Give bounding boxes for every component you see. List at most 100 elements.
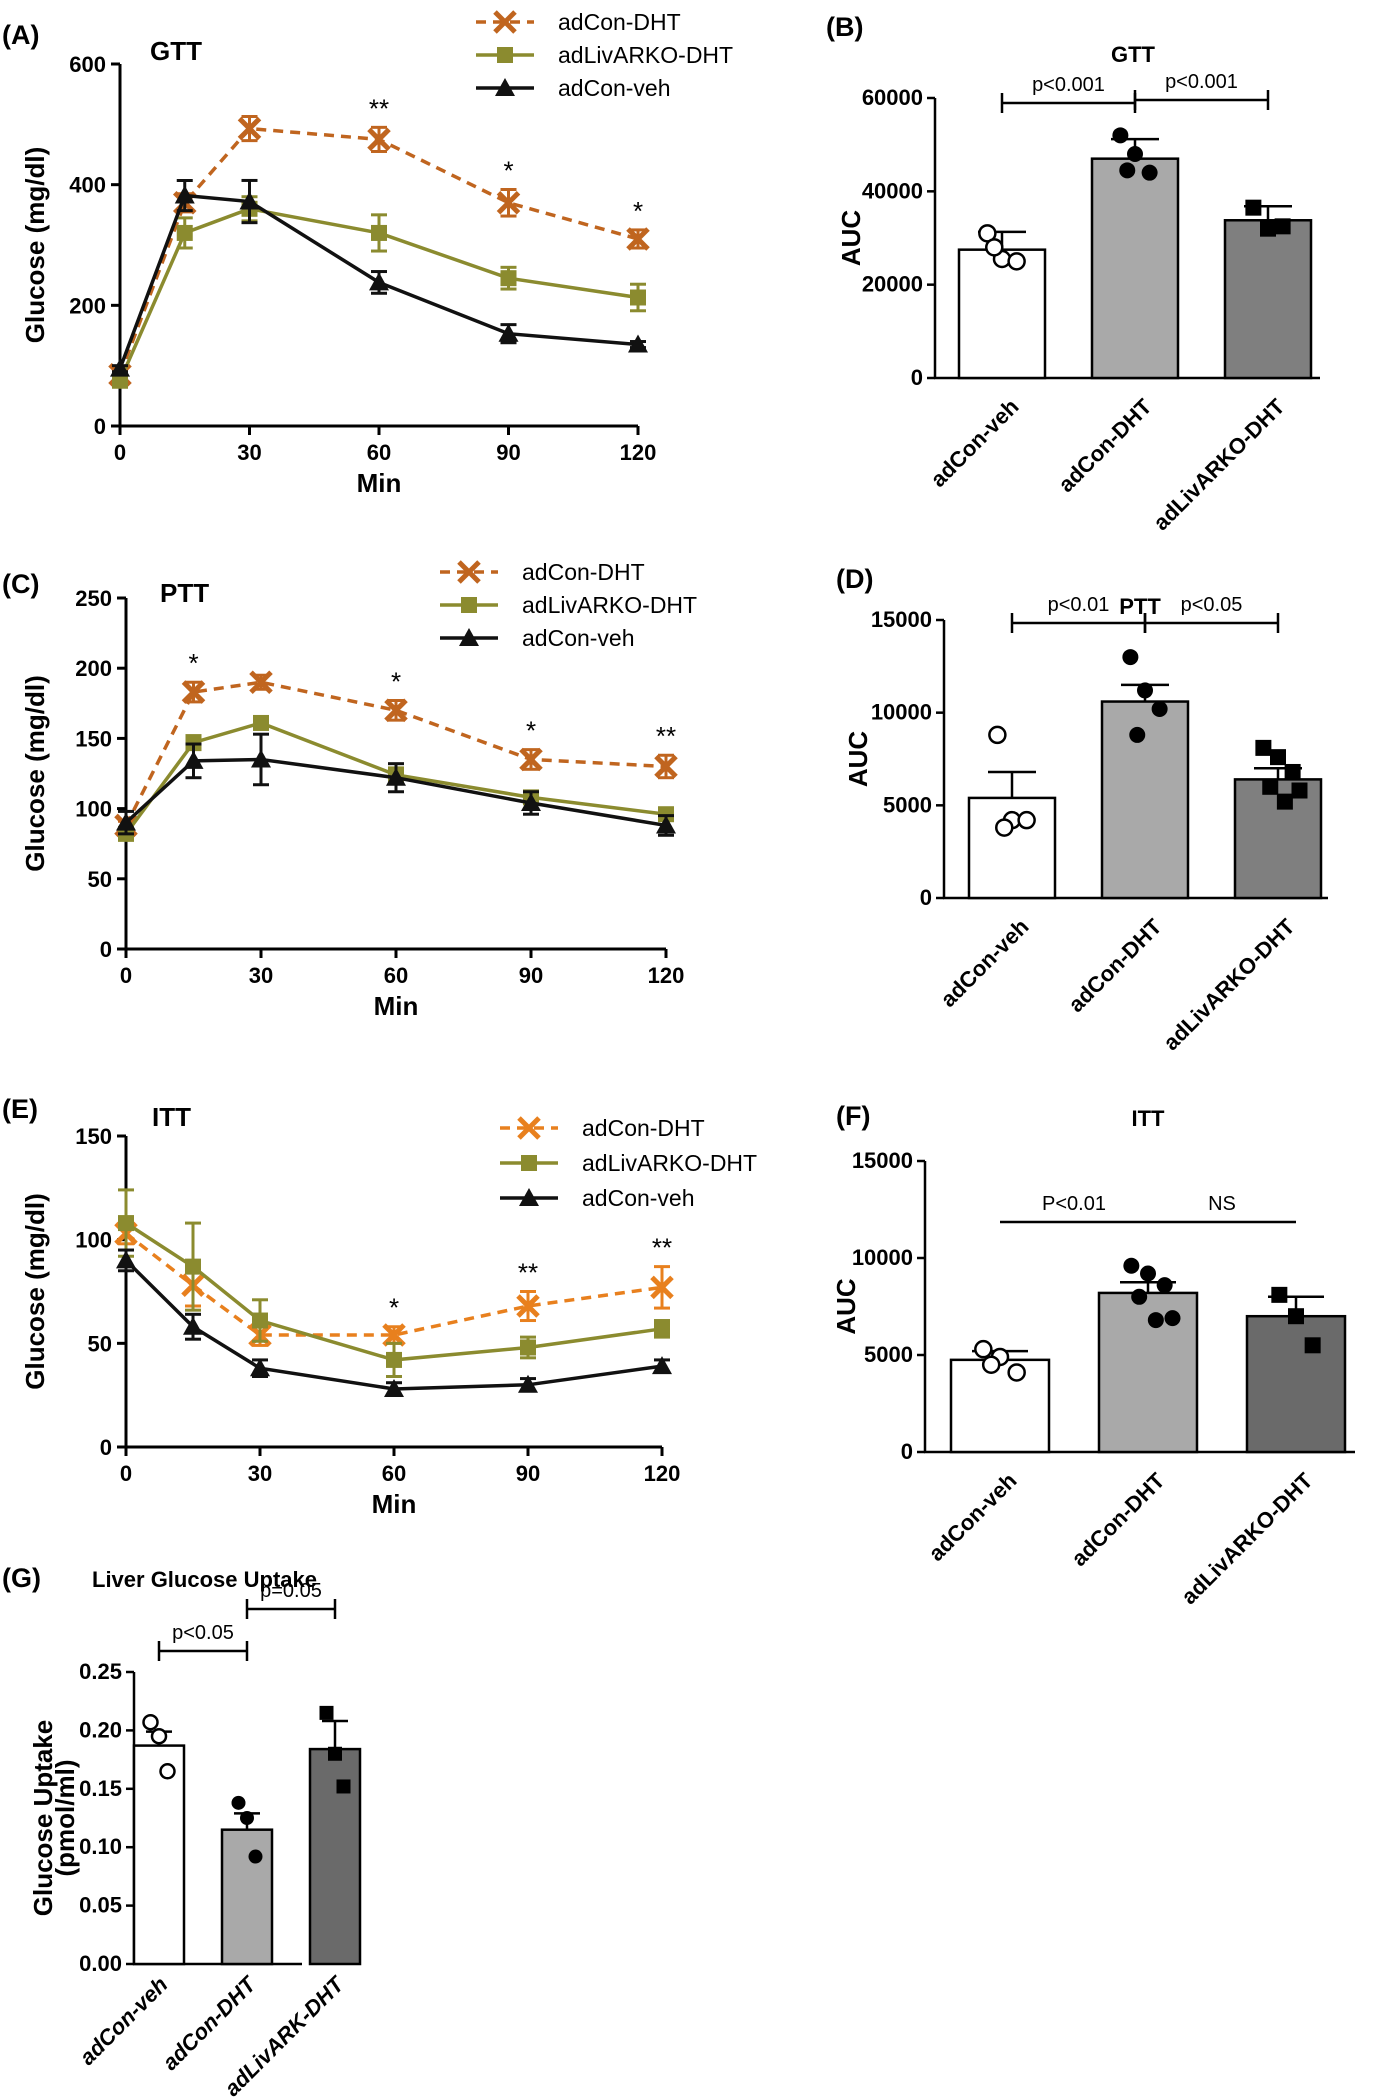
x-tick-label: 120 (620, 440, 657, 465)
data-point (1151, 700, 1168, 717)
x-category-label: adCon-veh (74, 1972, 172, 2070)
x-tick-label: 30 (237, 440, 261, 465)
y-tick-label: 50 (88, 1331, 112, 1356)
x-tick-label: 90 (516, 1461, 540, 1486)
data-point (1245, 199, 1262, 216)
data-point (1164, 1310, 1181, 1327)
x-tick-label: 30 (249, 963, 273, 988)
comparison-label: P<0.01 (1042, 1193, 1106, 1215)
data-point-adCon-veh (250, 1358, 270, 1377)
y-axis-label: AUC (836, 210, 866, 267)
bar-adCon-veh (132, 1744, 186, 1966)
y-tick-label: 0 (901, 1439, 913, 1464)
y-tick-label: 0.25 (79, 1659, 122, 1684)
bar-adLivARK-DHT (308, 1747, 362, 1966)
significance-marker: * (526, 716, 536, 746)
y-axis-label: AUC (843, 731, 873, 788)
x-category-label: adLivARKO-DHT (1176, 1467, 1318, 1609)
series-line-adCon-DHT (124, 680, 667, 827)
x-category-label: adCon-veh (935, 914, 1033, 1012)
x-axis-label: Min (374, 991, 419, 1021)
panel-label: (C) (2, 569, 39, 599)
chart-title: ITT (1132, 1106, 1166, 1131)
bar-adCon-veh (957, 248, 1047, 380)
data-point (1156, 1277, 1173, 1294)
chart-title: ITT (152, 1102, 191, 1132)
bar-adLivARKO-DHT (1245, 1314, 1347, 1454)
chart-title: GTT (150, 36, 202, 66)
data-point (1270, 749, 1286, 766)
data-point (1123, 1257, 1140, 1274)
legend-marker (517, 1116, 541, 1140)
chart-title: GTT (1111, 42, 1156, 67)
series-line-adLivARKO-DHT (125, 1221, 663, 1362)
significance-marker: ** (652, 1233, 672, 1263)
x-tick-label: 120 (648, 963, 685, 988)
data-point-adLivARKO-DHT (386, 1351, 402, 1368)
comparison-label: NS (1208, 1193, 1236, 1215)
data-point-adCon-DHT (519, 747, 543, 772)
data-point (336, 1779, 351, 1794)
legend-label: adCon-veh (522, 625, 635, 651)
data-point (988, 725, 1007, 745)
data-point (1137, 682, 1153, 699)
significance-marker: ** (656, 721, 676, 751)
legend-label: adCon-DHT (582, 1115, 705, 1141)
significance-marker: ** (518, 1258, 538, 1288)
x-tick-label: 90 (496, 440, 520, 465)
data-point (248, 1849, 263, 1864)
data-point (995, 818, 1014, 837)
legend-marker (461, 597, 477, 613)
data-point-adCon-veh (239, 191, 260, 210)
series-line-adLivARKO-DHT (118, 206, 639, 382)
data-point-adLivARKO-DHT (112, 372, 128, 389)
legend-label: adCon-veh (582, 1185, 695, 1211)
y-tick-label: 5000 (883, 792, 932, 817)
data-point-adCon-DHT (496, 190, 521, 215)
comparison-label: p<0.001 (1165, 71, 1238, 93)
bar-adLivARKO-DHT (1223, 219, 1313, 380)
legend-label: adLivARKO-DHT (582, 1150, 757, 1176)
data-point (1255, 739, 1272, 756)
data-point-adCon-DHT (654, 754, 678, 779)
legend-marker (521, 1155, 537, 1171)
data-point-adCon-veh (116, 1250, 136, 1269)
data-point-adLivARKO-DHT (185, 1258, 201, 1275)
x-tick-label: 120 (644, 1461, 681, 1486)
series-line-adCon-veh (118, 193, 639, 370)
panel-label: (D) (836, 564, 873, 594)
data-point (1260, 220, 1276, 237)
data-point (150, 1727, 168, 1745)
data-point-adCon-DHT-stroke-b (181, 680, 206, 704)
data-point (240, 1811, 254, 1825)
x-tick-label: 30 (248, 1461, 272, 1486)
y-tick-label: 5000 (864, 1342, 913, 1367)
significance-marker: * (389, 1293, 399, 1323)
comparison-label: p<0.05 (1181, 594, 1243, 616)
data-point-adCon-veh (518, 1374, 538, 1393)
y-axis-label: Glucose (mg/dl) (20, 675, 50, 871)
y-tick-label: 100 (75, 797, 112, 822)
data-point-adLivARKO-DHT (520, 1339, 536, 1356)
significance-marker: * (188, 648, 198, 678)
panel-label: (G) (2, 1563, 41, 1593)
data-point-adCon-DHT-stroke-b (384, 698, 408, 723)
legend-marker (493, 10, 517, 34)
data-point (1127, 146, 1143, 162)
data-point-adCon-veh (652, 1356, 672, 1375)
data-point-adCon-veh (183, 1316, 203, 1335)
data-point-adLivARKO-DHT (500, 270, 517, 287)
data-point (1276, 793, 1293, 810)
y-tick-label: 150 (75, 726, 112, 751)
data-point-adCon-DHT-stroke-b (249, 670, 273, 695)
y-tick-label: 0 (911, 365, 923, 390)
y-tick-label: 50 (88, 867, 112, 892)
legend-marker (519, 1188, 539, 1206)
x-tick-label: 60 (382, 1461, 406, 1486)
y-tick-label: 10000 (871, 700, 932, 725)
data-point-adCon-DHT (181, 680, 206, 704)
y-tick-label: 20000 (862, 272, 923, 297)
data-point-adLivARKO-DHT (176, 224, 193, 241)
chart-title: Liver Glucose Uptake (92, 1567, 317, 1592)
data-point-adCon-DHT (382, 1323, 406, 1347)
